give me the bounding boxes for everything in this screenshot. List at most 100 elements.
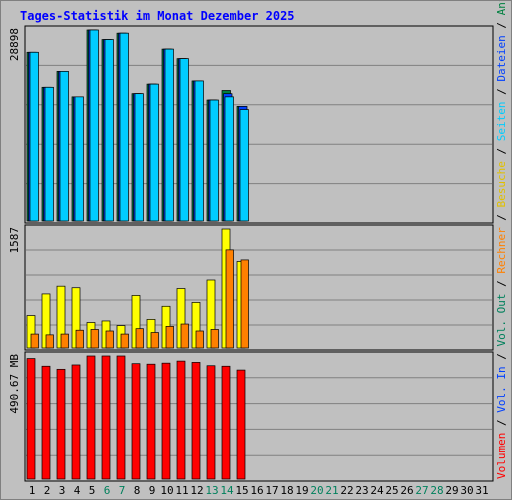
legend-entry: Vol. Out bbox=[495, 294, 508, 347]
bar-rechner-day-6 bbox=[105, 330, 114, 349]
x-axis-labels: 1 2 3 4 5 6 7 8 9 10 11 12 13 14 15 16 17 18 19 20 21 22 23 24 2… bbox=[29, 484, 489, 497]
bar-rechner-day-2 bbox=[45, 334, 54, 349]
x-tick-label: 22 bbox=[340, 484, 353, 497]
bar-volumen-day-14 bbox=[221, 365, 231, 480]
legend-entry: Vol. In bbox=[495, 366, 508, 412]
panel-max-label: 1587 bbox=[8, 227, 21, 254]
legend-entry: Seiten bbox=[495, 101, 508, 141]
x-tick-label: 7 bbox=[119, 484, 126, 497]
bar-rechner-day-14 bbox=[225, 249, 234, 349]
bar-seiten-day-2 bbox=[44, 86, 54, 222]
bar-seiten-day-15 bbox=[239, 109, 249, 222]
x-tick-label: 17 bbox=[265, 484, 278, 497]
legend-entry: Dateien bbox=[495, 35, 508, 81]
bar-volumen-day-2 bbox=[41, 365, 51, 480]
bar-volumen-day-3 bbox=[56, 368, 66, 480]
x-tick-label: 19 bbox=[295, 484, 308, 497]
x-tick-label: 20 bbox=[310, 484, 323, 497]
bar-rechner-day-8 bbox=[135, 328, 144, 349]
bar-rechner-day-9 bbox=[150, 332, 159, 349]
bar-seiten-day-10 bbox=[164, 48, 174, 222]
chart-panels: 28898 1587 490.67 MB bbox=[8, 25, 494, 482]
x-tick-label: 27 bbox=[415, 484, 428, 497]
x-tick-label: 3 bbox=[59, 484, 66, 497]
x-tick-label: 25 bbox=[385, 484, 398, 497]
x-tick-label: 6 bbox=[104, 484, 111, 497]
legend-entry: / bbox=[495, 274, 508, 294]
x-tick-label: 28 bbox=[430, 484, 443, 497]
bar-rechner-day-15 bbox=[240, 259, 249, 349]
x-tick-label: 31 bbox=[475, 484, 488, 497]
bar-seiten-day-13 bbox=[209, 99, 219, 222]
bar-seiten-day-11 bbox=[179, 58, 189, 222]
chart-panel-2: 1587 bbox=[8, 224, 494, 351]
bar-seiten-day-8 bbox=[134, 93, 144, 222]
bar-seiten-day-6 bbox=[104, 39, 114, 222]
x-tick-label: 26 bbox=[400, 484, 413, 497]
bar-rechner-day-3 bbox=[60, 333, 69, 349]
x-tick-label: 24 bbox=[370, 484, 384, 497]
x-tick-label: 30 bbox=[460, 484, 473, 497]
x-tick-label: 2 bbox=[44, 484, 51, 497]
bar-volumen-day-8 bbox=[131, 363, 141, 480]
bar-seiten-day-5 bbox=[89, 29, 99, 222]
x-tick-label: 14 bbox=[220, 484, 234, 497]
legend-entry: / bbox=[495, 413, 508, 433]
bar-seiten-day-7 bbox=[119, 32, 129, 222]
bar-volumen-day-11 bbox=[176, 360, 186, 480]
x-tick-label: 12 bbox=[190, 484, 203, 497]
x-tick-label: 8 bbox=[134, 484, 141, 497]
bar-rechner-day-1 bbox=[30, 333, 39, 349]
panel-max-label: 490.67 MB bbox=[8, 354, 21, 414]
chart-panel-1: 28898 bbox=[8, 25, 494, 224]
bar-seiten-day-1 bbox=[29, 51, 39, 222]
bar-volumen-day-4 bbox=[71, 364, 81, 480]
chart-title: Tages-Statistik im Monat Dezember 2025 bbox=[20, 9, 295, 23]
bar-rechner-day-5 bbox=[90, 329, 99, 349]
bar-volumen-day-1 bbox=[26, 358, 36, 480]
chart-panel-3: 490.67 MB bbox=[8, 351, 494, 482]
x-tick-label: 11 bbox=[175, 484, 188, 497]
bar-seiten-day-9 bbox=[149, 83, 159, 222]
bar-volumen-day-12 bbox=[191, 362, 201, 480]
legend-entry: / bbox=[495, 207, 508, 227]
bar-volumen-day-6 bbox=[101, 355, 111, 480]
bar-rechner-day-11 bbox=[180, 323, 189, 349]
bar-rechner-day-12 bbox=[195, 330, 204, 349]
x-tick-label: 1 bbox=[29, 484, 36, 497]
legend-entry: / bbox=[495, 347, 508, 367]
bar-volumen-day-10 bbox=[161, 362, 171, 480]
x-tick-label: 29 bbox=[445, 484, 458, 497]
bar-volumen-day-15 bbox=[236, 369, 246, 480]
legend-entry: Anfragen bbox=[495, 1, 508, 15]
bar-volumen-day-9 bbox=[146, 363, 156, 480]
x-tick-label: 5 bbox=[89, 484, 96, 497]
legend-entry: Rechner bbox=[495, 227, 508, 274]
x-tick-label: 15 bbox=[235, 484, 248, 497]
x-tick-label: 18 bbox=[280, 484, 293, 497]
legend-entry: Volumen bbox=[495, 433, 508, 479]
bar-seiten-day-14 bbox=[224, 96, 234, 222]
x-tick-label: 4 bbox=[74, 484, 81, 497]
bar-seiten-day-4 bbox=[74, 96, 84, 222]
bar-rechner-day-4 bbox=[75, 329, 84, 349]
legend-entry: Besuche bbox=[495, 161, 508, 207]
x-tick-label: 21 bbox=[325, 484, 338, 497]
bar-rechner-day-10 bbox=[165, 326, 174, 349]
bar-rechner-day-7 bbox=[120, 333, 129, 349]
bar-rechner-day-13 bbox=[210, 329, 219, 349]
panel-max-label: 28898 bbox=[8, 28, 21, 61]
bar-seiten-day-12 bbox=[194, 80, 204, 222]
x-tick-label: 9 bbox=[149, 484, 156, 497]
bar-volumen-day-13 bbox=[206, 365, 216, 480]
bar-volumen-day-5 bbox=[86, 355, 96, 480]
bar-volumen-day-7 bbox=[116, 355, 126, 480]
legend-entry: / bbox=[495, 15, 508, 35]
bar-seiten-day-3 bbox=[59, 71, 69, 222]
x-tick-label: 10 bbox=[160, 484, 173, 497]
legend-entry: / bbox=[495, 82, 508, 102]
legend-entry: / bbox=[495, 141, 508, 161]
x-tick-label: 23 bbox=[355, 484, 368, 497]
legend-right: Volumen / Vol. In / Vol. Out / Rechner /… bbox=[495, 1, 508, 479]
